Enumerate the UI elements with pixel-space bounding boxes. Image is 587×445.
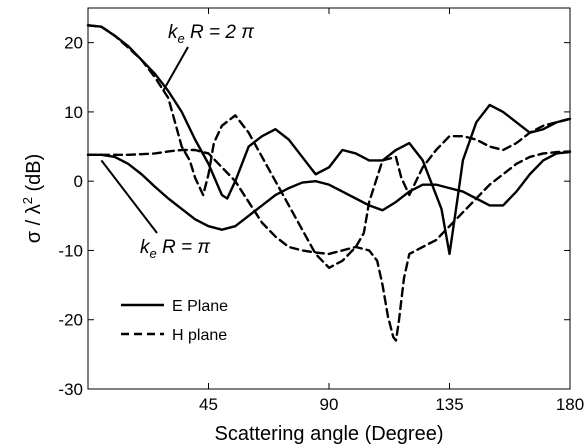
axes-frame [87,7,571,390]
annotation-kr-2pi-pointer [162,46,189,92]
y-axis-label-main: σ / λ [23,204,45,243]
series-line-kr-pi-h-plane [86,148,572,342]
annotation-kr-pi-pointer [100,159,158,234]
ticks-layer: -30 -20 -10 0 10 20 45 90 135 180 [58,8,584,414]
legend-label-h-plane: H plane [172,327,227,344]
curves-layer [86,24,572,342]
annotation-kr-pi-label: ke R = π [140,237,211,261]
y-tick-label: -10 [58,241,83,260]
annotation-kr-2pi-sub: e [178,31,185,46]
annotation-kr-pi-sub: e [150,246,157,261]
annotation-kr-2pi-label: ke R = 2 π [168,22,255,46]
y-axis-label-unit: (dB) [23,154,45,197]
annotation-kr-2pi-rest: R = 2 π [185,22,255,43]
y-tick-label: 0 [74,172,83,191]
plot-area: -30 -20 -10 0 10 20 45 90 135 180 [58,7,584,414]
x-tick-label: 135 [435,395,463,414]
x-axis-label: Scattering angle (Degree) [214,423,443,445]
y-tick-label: 10 [64,103,83,122]
annotation-kr-2pi: ke R = 2 π [162,22,255,92]
annotation-kr-2pi-k: k [168,22,179,43]
legend: E Plane H plane [121,298,228,344]
y-tick-label: 20 [64,34,83,53]
x-tick-label: 180 [556,395,584,414]
y-axis-label-exponent: 2 [20,197,35,204]
legend-label-e-plane: E Plane [172,298,228,315]
annotation-kr-pi-k: k [140,237,151,258]
x-tick-label: 45 [199,395,218,414]
y-axis-label: σ / λ2 (dB) [20,154,45,244]
x-tick-label: 90 [320,395,339,414]
annotation-kr-pi: ke R = π [100,159,211,261]
y-tick-label: -30 [58,380,83,399]
y-tick-label: -20 [58,311,83,330]
series-line-kr-2pi-e-plane [86,24,572,256]
series-line-kr-pi-e-plane [86,150,572,231]
series-line-kr-2pi-h-plane [86,24,572,269]
annotation-kr-pi-rest: R = π [157,237,212,258]
